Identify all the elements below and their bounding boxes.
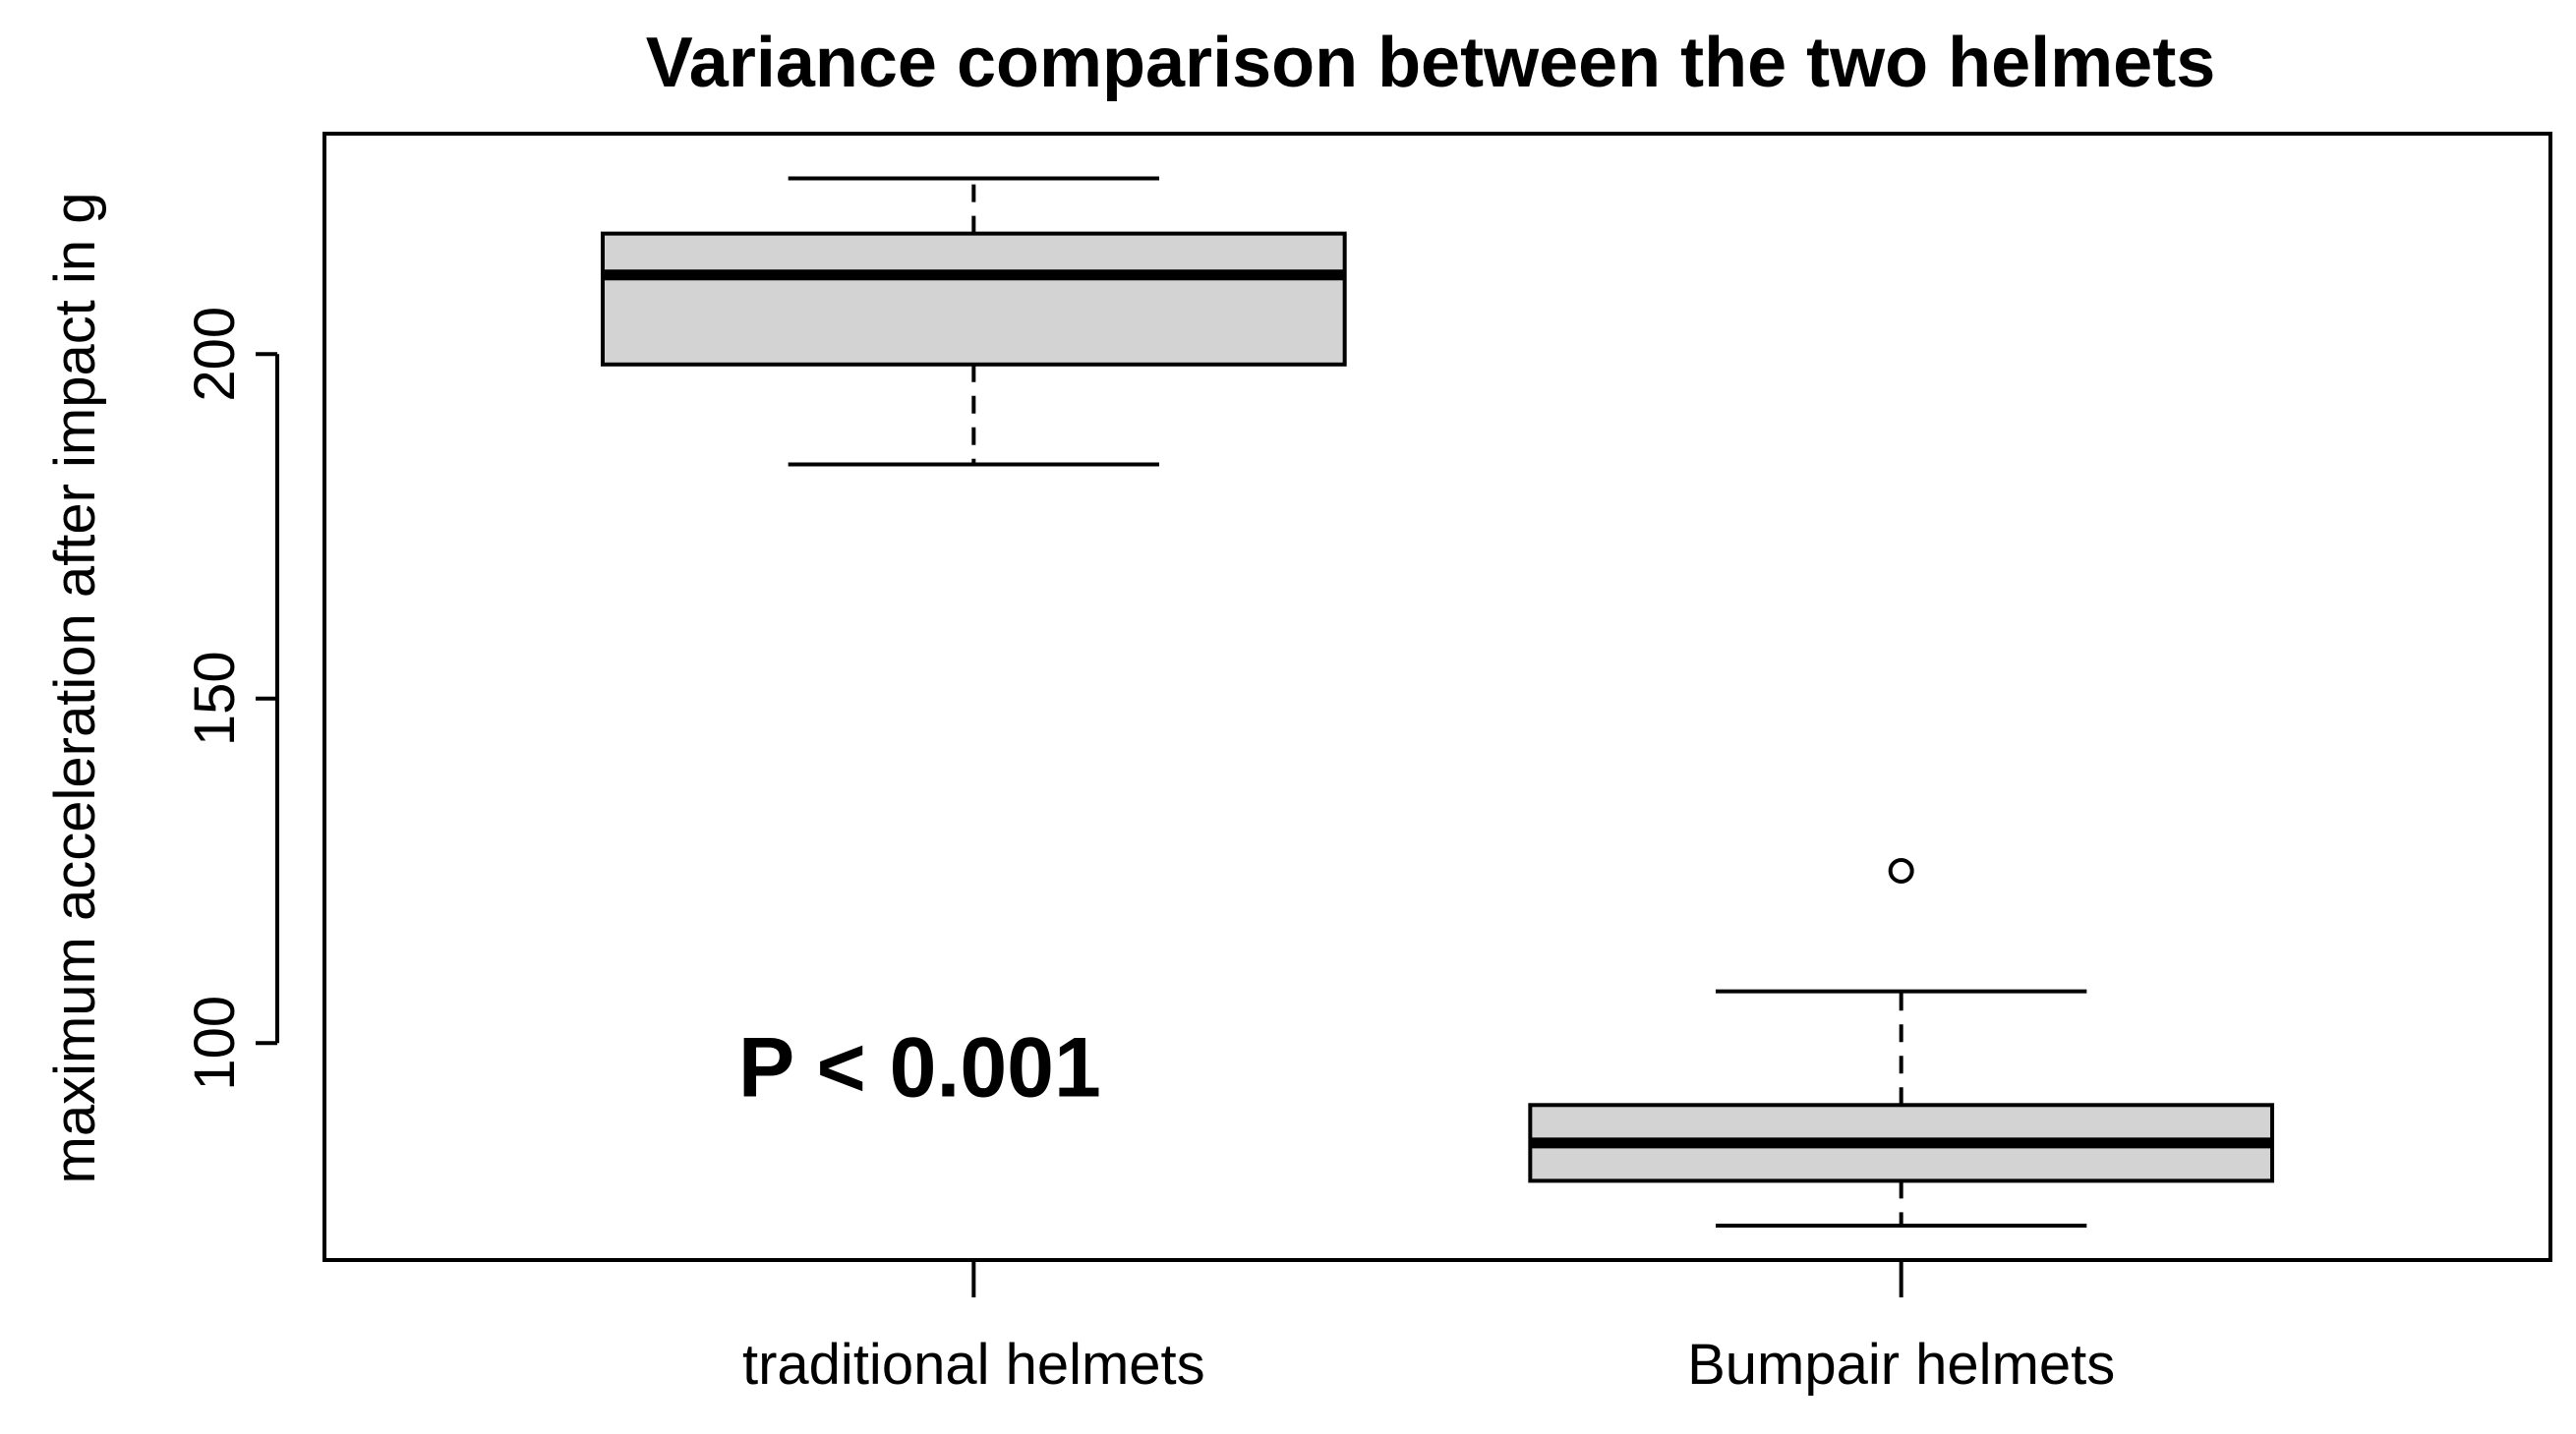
plot-frame xyxy=(322,132,2552,1262)
p-value-annotation: P < 0.001 xyxy=(738,1021,1101,1116)
chart-title: Variance comparison between the two helm… xyxy=(646,24,2215,102)
annotation-group: P < 0.001 xyxy=(738,1021,1101,1116)
x-axis: traditional helmets Bumpair helmets xyxy=(742,1260,2115,1397)
x-tick-label-1: Bumpair helmets xyxy=(1687,1333,2115,1397)
box-1 xyxy=(1528,857,2275,1228)
outlier-point-0 xyxy=(1888,857,1914,884)
box-group xyxy=(601,176,2275,1228)
iqr-box xyxy=(601,231,1347,367)
y-tick-label-150: 150 xyxy=(183,651,247,746)
box-0 xyxy=(601,176,1347,467)
y-axis: 100 150 200 xyxy=(183,307,279,1091)
x-tick-label-0: traditional helmets xyxy=(742,1333,1205,1397)
y-tick-label-100: 100 xyxy=(183,996,247,1091)
y-tick-label-200: 200 xyxy=(183,307,247,402)
y-axis-label: maximum acceleration after impact in g xyxy=(43,193,107,1184)
